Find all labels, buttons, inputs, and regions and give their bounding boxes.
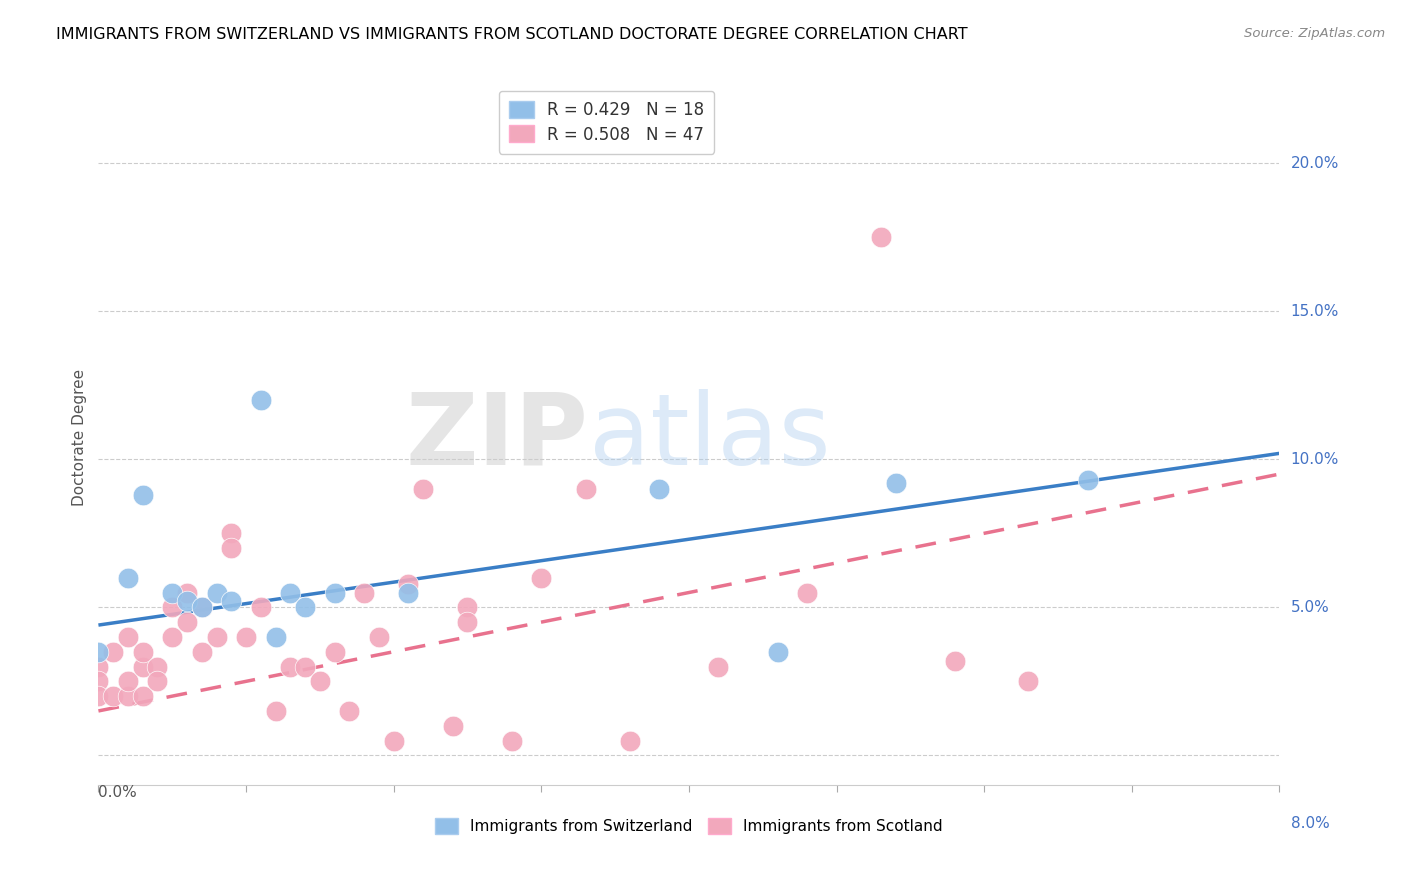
Point	[398, 576, 420, 591]
Text: 0.0%: 0.0%	[98, 785, 138, 800]
Point	[87, 674, 110, 689]
Point	[117, 689, 139, 703]
Point	[1077, 473, 1099, 487]
Point	[648, 482, 671, 496]
Point	[707, 659, 730, 673]
Point	[221, 594, 243, 608]
Point	[132, 659, 155, 673]
Text: 15.0%: 15.0%	[1291, 304, 1339, 318]
Text: atlas: atlas	[589, 389, 830, 485]
Point	[323, 585, 346, 599]
Point	[339, 704, 361, 718]
Text: 8.0%: 8.0%	[1291, 815, 1329, 830]
Point	[457, 600, 479, 615]
Point	[221, 541, 243, 555]
Point	[103, 645, 125, 659]
Point	[235, 630, 257, 644]
Point	[575, 482, 598, 496]
Point	[176, 585, 198, 599]
Point	[146, 674, 169, 689]
Point	[87, 645, 110, 659]
Point	[205, 630, 228, 644]
Point	[294, 659, 316, 673]
Point	[294, 600, 316, 615]
Point	[250, 600, 273, 615]
Point	[323, 645, 346, 659]
Text: ZIP: ZIP	[406, 389, 589, 485]
Point	[132, 488, 155, 502]
Text: 5.0%: 5.0%	[1291, 599, 1329, 615]
Point	[264, 630, 287, 644]
Point	[250, 393, 273, 408]
Point	[530, 571, 553, 585]
Point	[280, 585, 302, 599]
Point	[619, 733, 641, 747]
Point	[103, 689, 125, 703]
Point	[191, 645, 214, 659]
Point	[796, 585, 818, 599]
Point	[162, 630, 183, 644]
Point	[1018, 674, 1040, 689]
Point	[884, 475, 907, 490]
Point	[368, 630, 391, 644]
Point	[191, 600, 214, 615]
Point	[117, 571, 139, 585]
Point	[457, 615, 479, 629]
Text: IMMIGRANTS FROM SWITZERLAND VS IMMIGRANTS FROM SCOTLAND DOCTORATE DEGREE CORRELA: IMMIGRANTS FROM SWITZERLAND VS IMMIGRANT…	[56, 27, 967, 42]
Y-axis label: Doctorate Degree: Doctorate Degree	[72, 368, 87, 506]
Point	[870, 230, 893, 244]
Point	[441, 719, 464, 733]
Point	[309, 674, 332, 689]
Text: 10.0%: 10.0%	[1291, 451, 1339, 467]
Point	[162, 600, 183, 615]
Point	[176, 615, 198, 629]
Point	[176, 594, 198, 608]
Point	[412, 482, 434, 496]
Legend: Immigrants from Switzerland, Immigrants from Scotland: Immigrants from Switzerland, Immigrants …	[429, 812, 949, 840]
Point	[191, 600, 214, 615]
Point	[146, 659, 169, 673]
Point	[398, 585, 420, 599]
Text: 20.0%: 20.0%	[1291, 156, 1339, 170]
Point	[766, 645, 789, 659]
Point	[943, 654, 966, 668]
Point	[382, 733, 405, 747]
Point	[205, 585, 228, 599]
Point	[87, 659, 110, 673]
Point	[132, 645, 155, 659]
Text: Source: ZipAtlas.com: Source: ZipAtlas.com	[1244, 27, 1385, 40]
Point	[87, 689, 110, 703]
Point	[132, 689, 155, 703]
Point	[162, 585, 183, 599]
Point	[264, 704, 287, 718]
Point	[117, 630, 139, 644]
Point	[221, 526, 243, 541]
Point	[117, 674, 139, 689]
Point	[353, 585, 375, 599]
Point	[280, 659, 302, 673]
Point	[501, 733, 523, 747]
